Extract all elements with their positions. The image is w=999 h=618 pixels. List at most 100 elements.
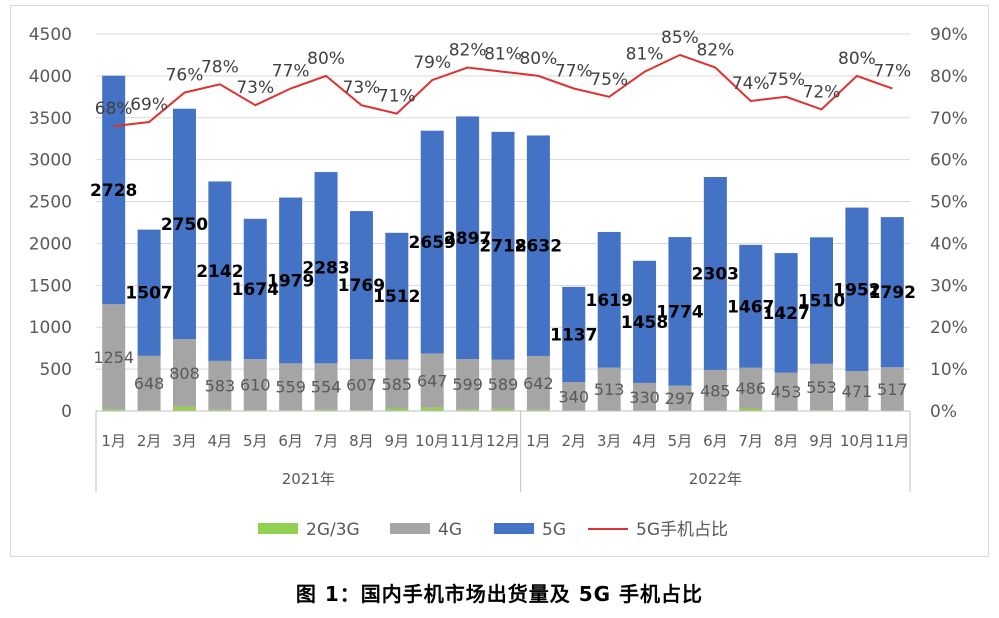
label-5g: 2632 xyxy=(515,237,562,257)
bar-4g xyxy=(774,372,798,411)
bar-4g xyxy=(172,339,196,407)
label-5g-share: 75% xyxy=(590,70,628,90)
bar-2g3g xyxy=(314,409,338,411)
bar-5g xyxy=(633,260,657,383)
y-right-tick-label: 50% xyxy=(930,193,968,213)
bar-5g xyxy=(385,232,409,360)
label-4g: 553 xyxy=(806,378,837,397)
label-5g-share: 85% xyxy=(661,28,699,48)
bar-2g3g xyxy=(385,408,409,411)
label-5g-share: 68% xyxy=(95,99,133,119)
label-5g: 2283 xyxy=(302,259,349,279)
label-5g-share: 77% xyxy=(873,61,911,81)
y-left-tick-label: 3000 xyxy=(29,151,72,171)
x-tick-label: 10月 xyxy=(415,432,449,450)
y-right-tick-label: 10% xyxy=(930,360,968,380)
bar-5g xyxy=(243,218,267,360)
bar-5g xyxy=(526,135,550,356)
x-tick-label: 3月 xyxy=(597,432,622,450)
label-4g: 513 xyxy=(594,380,625,399)
bar-5g xyxy=(137,229,161,356)
x-tick-label: 2月 xyxy=(562,432,587,450)
label-5g: 2897 xyxy=(444,229,491,249)
label-5g-share: 80% xyxy=(838,49,876,69)
label-5g: 1674 xyxy=(232,280,279,300)
legend-swatch xyxy=(390,523,430,534)
y-right-tick-label: 20% xyxy=(930,318,968,338)
x-tick-label: 11月 xyxy=(451,432,485,450)
bar-4g xyxy=(810,363,834,411)
label-5g: 2750 xyxy=(161,215,208,235)
bar-4g xyxy=(597,367,621,411)
year-label: 2022年 xyxy=(689,470,742,488)
x-tick-label: 1月 xyxy=(526,432,551,450)
line-5g-share xyxy=(113,53,893,128)
bar-5g xyxy=(597,231,621,368)
label-5g-share: 82% xyxy=(449,41,487,61)
y-left-tick-label: 0 xyxy=(61,402,72,422)
bar-5g xyxy=(102,75,126,305)
bar-5g xyxy=(349,211,373,360)
x-tick-label: 9月 xyxy=(385,432,410,450)
y-right-tick-label: 40% xyxy=(930,234,968,254)
label-5g: 1467 xyxy=(727,297,774,317)
y-right-tick-label: 0% xyxy=(930,402,957,422)
bar-4g xyxy=(880,367,904,411)
x-tick-label: 1月 xyxy=(101,432,126,450)
label-4g: 517 xyxy=(877,380,908,399)
bar-5g xyxy=(774,253,798,373)
legend-label: 2G/3G xyxy=(306,520,360,540)
bar-4g xyxy=(845,371,869,411)
y-right-tick-label: 80% xyxy=(930,67,968,87)
x-tick-label: 5月 xyxy=(243,432,268,450)
label-4g: 453 xyxy=(771,383,802,402)
label-5g-share: 73% xyxy=(236,78,274,98)
bar-2g3g xyxy=(526,409,550,411)
bar-2g3g xyxy=(491,408,515,411)
year-label: 2021年 xyxy=(282,470,335,488)
label-5g-share: 78% xyxy=(201,57,239,77)
label-5g-share: 80% xyxy=(307,49,345,69)
label-5g-share: 80% xyxy=(519,49,557,69)
bar-5g xyxy=(208,181,232,361)
bar-2g3g xyxy=(739,408,763,411)
label-5g-share: 81% xyxy=(484,45,522,65)
figure-caption: 图 1：国内手机市场出货量及 5G 手机占比 xyxy=(295,582,704,606)
label-5g: 2718 xyxy=(479,237,526,257)
label-5g-share: 69% xyxy=(130,95,168,115)
label-4g: 585 xyxy=(382,375,413,394)
x-tick-label: 12月 xyxy=(486,432,520,450)
bar-4g xyxy=(420,353,444,408)
legend-label: 5G手机占比 xyxy=(636,520,728,540)
label-4g: 610 xyxy=(240,376,271,395)
bar-5g xyxy=(845,207,869,372)
x-tick-label: 5月 xyxy=(668,432,693,450)
x-tick-label: 10月 xyxy=(840,432,874,450)
label-5g: 2303 xyxy=(692,264,739,284)
y-right-tick-label: 70% xyxy=(930,109,968,129)
chart-frame xyxy=(10,5,989,557)
bar-2g3g xyxy=(102,409,126,411)
label-5g-share: 81% xyxy=(626,45,664,65)
label-4g: 607 xyxy=(346,376,377,395)
x-tick-label: 8月 xyxy=(774,432,799,450)
bar-4g xyxy=(349,359,373,411)
label-5g-share: 71% xyxy=(378,87,416,107)
label-5g-share: 79% xyxy=(413,53,451,73)
label-4g: 1254 xyxy=(93,348,134,367)
label-5g: 1507 xyxy=(125,284,172,304)
label-4g: 808 xyxy=(169,364,200,383)
bar-4g xyxy=(491,359,515,409)
bar-5g xyxy=(880,217,904,368)
bar-4g xyxy=(562,382,586,411)
bar-5g xyxy=(668,237,692,386)
bar-4g xyxy=(137,355,161,411)
bar-4g xyxy=(208,360,232,410)
bar-5g xyxy=(456,116,480,360)
label-5g: 1979 xyxy=(267,271,314,291)
label-5g: 1458 xyxy=(621,313,668,333)
y-right-tick-label: 90% xyxy=(930,25,968,45)
x-tick-label: 8月 xyxy=(349,432,374,450)
y-right-tick-label: 30% xyxy=(930,276,968,296)
bar-4g xyxy=(633,382,657,411)
